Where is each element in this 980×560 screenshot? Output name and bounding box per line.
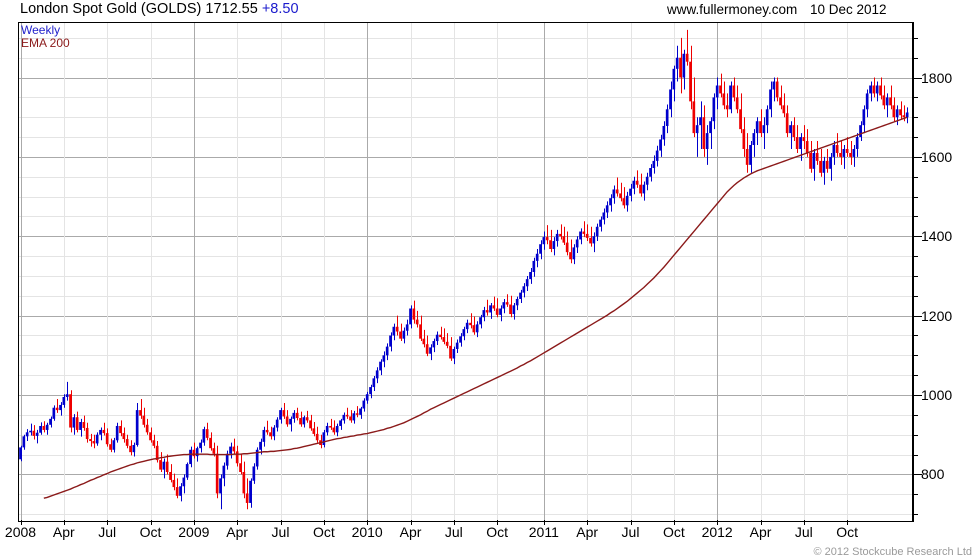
x-axis: 2008 Apr Jul Oct 2009 Apr Jul Oct 2010 Apr Jul Oct 2… bbox=[0, 520, 980, 546]
plot-frame bbox=[18, 22, 913, 522]
x-axis-label: Oct bbox=[312, 524, 335, 540]
x-axis-label: Apr bbox=[399, 524, 422, 540]
x-axis-label: 2008 bbox=[4, 524, 37, 540]
instrument-name: London Spot Gold (GOLDS) bbox=[20, 1, 202, 17]
x-axis-label: Oct bbox=[139, 524, 162, 540]
y-axis-label: 1600 bbox=[921, 148, 953, 165]
ema-200-line bbox=[43, 116, 908, 499]
x-axis-label: Oct bbox=[836, 524, 859, 540]
y-axis-label: 1400 bbox=[921, 228, 953, 245]
price-change: +8.50 bbox=[261, 1, 299, 17]
candlestick-plot bbox=[18, 22, 913, 522]
x-axis-label: 2010 bbox=[351, 524, 383, 540]
x-axis-label: Jul bbox=[794, 524, 813, 540]
copyright-notice: © 2012 Stockcube Research Ltd bbox=[813, 546, 972, 558]
x-axis-label: Apr bbox=[52, 524, 75, 540]
x-axis-label: Oct bbox=[486, 524, 509, 540]
x-axis-label: Apr bbox=[749, 524, 772, 540]
x-axis-label: 2011 bbox=[528, 524, 559, 540]
plot-background bbox=[18, 22, 913, 522]
x-axis-label: 2012 bbox=[701, 524, 733, 540]
x-axis-label: Jul bbox=[98, 524, 117, 540]
y-axis-label: 1800 bbox=[921, 69, 953, 86]
chart-header: London Spot Gold (GOLDS) 1712.55 +8.50 w… bbox=[0, 0, 980, 20]
y-axis: 800 1000 1200 1400 1600 1800 bbox=[913, 22, 980, 522]
x-axis-label: Jul bbox=[444, 524, 463, 540]
x-axis-ticks bbox=[21, 520, 848, 525]
candlestick-series bbox=[19, 29, 909, 510]
x-axis-label: Jul bbox=[621, 524, 640, 540]
x-axis-label: Oct bbox=[662, 524, 685, 540]
y-axis-label: 1000 bbox=[921, 387, 953, 404]
page-title: London Spot Gold (GOLDS) 1712.55 +8.50 bbox=[20, 1, 299, 17]
x-axis-label: Jul bbox=[271, 524, 290, 540]
website-label: www.fullermoney.com bbox=[667, 2, 798, 17]
last-price: 1712.55 bbox=[205, 1, 258, 17]
major-gridlines bbox=[18, 78, 913, 475]
y-axis-label: 800 bbox=[921, 466, 945, 483]
x-axis-label: Apr bbox=[226, 524, 249, 540]
y-axis-label: 1200 bbox=[921, 307, 953, 324]
x-axis-label: Apr bbox=[576, 524, 599, 540]
y-axis-ticks bbox=[913, 22, 922, 522]
plot-area[interactable] bbox=[18, 22, 913, 522]
x-axis-label: 2009 bbox=[178, 524, 210, 540]
chart-date: 10 Dec 2012 bbox=[810, 2, 887, 17]
